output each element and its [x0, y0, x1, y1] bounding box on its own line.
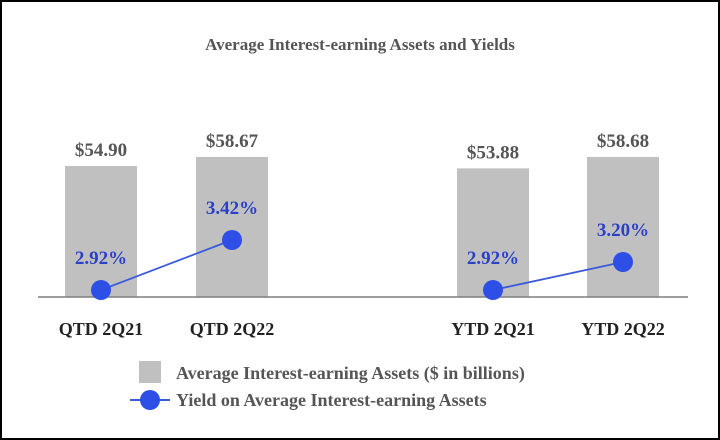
bar-3	[457, 168, 529, 297]
yield-value-label: 2.92%	[467, 248, 519, 269]
chart-title: Average Interest-earning Assets and Yiel…	[205, 35, 515, 54]
yield-lines-layer	[91, 230, 633, 300]
yield-marker-4	[613, 252, 633, 272]
category-label: QTD 2Q22	[190, 319, 275, 339]
legend-line-label: Yield on Average Interest-earning Assets	[176, 390, 487, 410]
legend-line-marker	[140, 390, 160, 410]
bar-value-label: $53.88	[467, 142, 519, 163]
legend-bar-swatch	[139, 361, 161, 383]
yield-line-segment-1	[100, 239, 233, 291]
bars-layer	[65, 156, 659, 297]
yield-marker-1	[91, 280, 111, 300]
legend-bar-label: Average Interest-earning Assets ($ in bi…	[176, 363, 525, 384]
yield-value-label: 3.42%	[206, 198, 258, 219]
yield-line-segment-2	[492, 261, 624, 291]
bar-value-label: $58.67	[206, 131, 259, 152]
labels-layer: $54.90 $58.67 $53.88 $58.68 QTD 2Q21 QTD 2Q22…	[59, 131, 665, 339]
category-label: QTD 2Q21	[59, 319, 144, 339]
bar-4	[587, 156, 659, 297]
bar-value-label: $54.90	[75, 140, 127, 161]
yield-marker-3	[483, 280, 503, 300]
category-label: YTD 2Q21	[451, 319, 535, 339]
bar-1	[65, 165, 137, 297]
category-label: YTD 2Q22	[581, 319, 665, 339]
bar-2	[196, 156, 268, 297]
legend: Average Interest-earning Assets ($ in bi…	[130, 361, 525, 410]
yield-value-label: 3.20%	[597, 220, 649, 241]
bar-value-label: $58.68	[597, 131, 649, 152]
yield-marker-2	[222, 230, 242, 250]
yield-value-label: 2.92%	[75, 248, 127, 269]
